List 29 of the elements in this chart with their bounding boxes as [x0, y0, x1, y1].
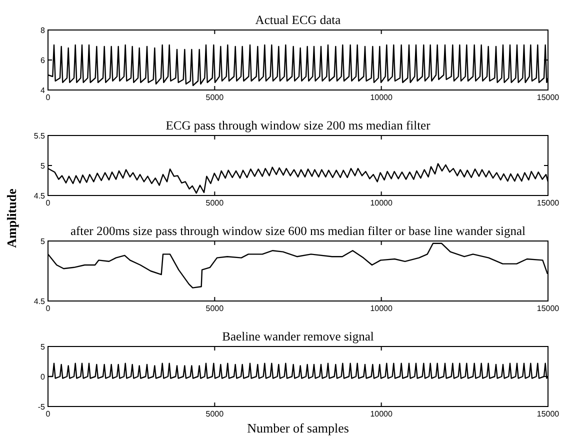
y-tick-label: 4.5 [34, 192, 46, 200]
chart-title: Actual ECG data [255, 13, 342, 27]
y-tick-label: 5 [40, 342, 46, 352]
y-tick-label: 4.5 [34, 297, 46, 306]
x-tick-label: 10000 [370, 93, 394, 102]
y-tick-label: 5 [40, 237, 46, 246]
x-tick-label: 15000 [536, 93, 560, 102]
x-tick-label: 10000 [370, 304, 394, 313]
x-tick-label: 10000 [370, 198, 394, 208]
y-tick-label: 4 [40, 86, 46, 95]
x-tick-label: 5000 [206, 304, 224, 313]
x-tick-label: 15000 [536, 410, 560, 418]
x-tick-label: 10000 [370, 410, 394, 418]
y-tick-label: 0 [40, 372, 46, 382]
x-tick-label: 15000 [536, 198, 560, 208]
y-tick-label: 5.5 [34, 132, 46, 140]
y-tick-label: 8 [40, 26, 46, 35]
chart-title: Baeline wander remove signal [222, 330, 374, 344]
y-tick-label: 5 [40, 162, 46, 170]
x-tick-label: 5000 [206, 93, 224, 102]
y-axis-title: Amplitude [4, 188, 19, 248]
y-tick-label: -5 [38, 402, 46, 412]
chart-title: ECG pass through window size 200 ms median filter [166, 118, 432, 132]
x-axis-title: Number of samples [247, 420, 349, 436]
x-tick-label: 5000 [206, 410, 224, 418]
x-tick-label: 5000 [206, 198, 224, 208]
chart-title: after 200ms size pass through window size 600 ms median filter or base line wander signal [70, 224, 526, 238]
x-tick-label: 15000 [536, 304, 560, 313]
y-tick-label: 6 [40, 56, 46, 65]
